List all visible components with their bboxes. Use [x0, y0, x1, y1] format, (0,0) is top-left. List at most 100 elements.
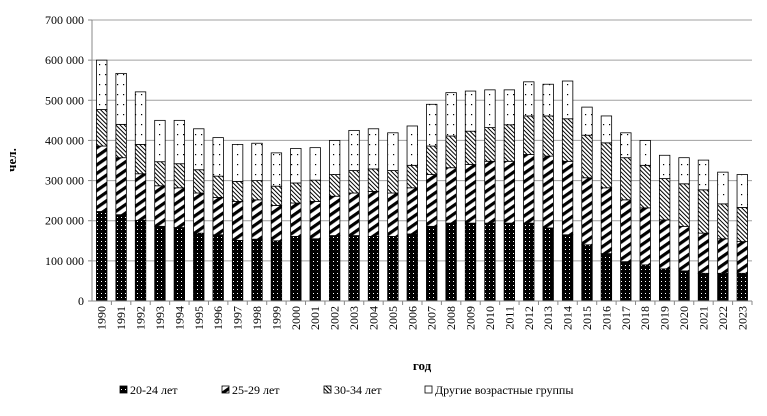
x-tick-label: 1996: [211, 306, 225, 330]
bar-segment-1: [270, 240, 283, 302]
y-tick-label: 0: [78, 294, 84, 308]
bar-segment-3: [658, 178, 671, 221]
bar-segment-2: [503, 160, 516, 224]
legend-item: 20-24 лет: [119, 383, 178, 397]
bar-segment-4: [658, 154, 671, 179]
x-tick-label: 2004: [366, 306, 380, 330]
bar-segment-3: [717, 203, 729, 240]
x-tick-label: 2017: [619, 306, 633, 330]
bar-segment-1: [464, 222, 477, 302]
bar-segment-2: [426, 174, 438, 227]
bar-segment-1: [212, 234, 224, 302]
bar-segment-3: [134, 144, 147, 175]
bar-segment-4: [193, 128, 205, 171]
bar-segment-1: [736, 272, 748, 302]
bar-segment-4: [173, 119, 186, 165]
x-tick-label: 2000: [289, 306, 303, 330]
bar-segment-3: [561, 118, 574, 162]
legend-swatch: [221, 385, 230, 394]
bar-segment-2: [542, 155, 554, 229]
x-axis-label: год: [413, 358, 432, 373]
x-tick-label: 1992: [134, 306, 148, 330]
bar-segment-4: [620, 132, 632, 159]
y-tick-label: 700 000: [45, 13, 84, 27]
x-tick-label: 2011: [502, 306, 516, 330]
x-tick-label: 2021: [696, 306, 710, 330]
bar-segment-2: [736, 241, 748, 274]
x-tick-label: 2003: [347, 306, 361, 330]
bar-segment-4: [406, 125, 418, 166]
bar-segment-2: [620, 199, 632, 263]
x-tick-label: 1995: [192, 306, 206, 330]
bar-segment-2: [328, 195, 341, 236]
x-tick-label: 2016: [599, 306, 613, 330]
bar-segment-3: [484, 127, 496, 162]
x-tick-label: 1999: [269, 306, 283, 330]
bar-segment-2: [251, 199, 263, 240]
x-tick-label: 2008: [444, 306, 458, 330]
bar-segment-2: [600, 187, 613, 255]
bar-segment-4: [115, 72, 127, 125]
x-tick-label: 2002: [328, 306, 342, 330]
bar-segment-1: [523, 222, 535, 302]
bar-segment-1: [658, 268, 671, 302]
bar-segment-1: [193, 232, 205, 302]
bar-segment-2: [367, 191, 380, 237]
bar-segment-1: [406, 233, 418, 302]
bar-segment-2: [561, 160, 574, 236]
x-tick-label: 2012: [522, 306, 536, 330]
bar-segment-4: [134, 91, 147, 145]
x-tick-label: 2018: [638, 306, 652, 330]
bar-segment-1: [115, 214, 127, 302]
bar-segment-4: [426, 103, 438, 147]
bars: [96, 59, 748, 302]
bar-segment-2: [212, 197, 224, 236]
bar-segment-1: [251, 238, 263, 302]
bar-segment-2: [678, 225, 690, 272]
bar-segment-3: [328, 174, 341, 197]
x-tick-label: 2006: [405, 306, 419, 330]
bar-segment-4: [445, 92, 457, 137]
x-tick-label: 1990: [95, 306, 109, 330]
bar-segment-4: [251, 142, 263, 181]
bar-segment-3: [464, 130, 477, 165]
bar-segment-2: [406, 187, 418, 235]
bar-segment-1: [96, 211, 108, 302]
bar-segment-2: [484, 160, 496, 224]
bar-segment-3: [96, 109, 108, 147]
x-tick-label: 1991: [114, 306, 128, 330]
bar-segment-4: [736, 174, 748, 208]
bar-segment-4: [523, 81, 535, 117]
bar-segment-2: [154, 185, 166, 227]
bar-segment-3: [348, 170, 360, 194]
legend-item: 30-34 лет: [323, 383, 382, 397]
bar-segment-3: [581, 134, 593, 179]
x-tick-label: 1994: [172, 306, 186, 330]
legend-label: 20-24 лет: [130, 383, 178, 397]
bar-segment-1: [154, 225, 166, 302]
x-tick-label: 2015: [580, 306, 594, 330]
bar-segment-4: [717, 171, 729, 205]
legend-item: Другие возрастные группы: [424, 383, 573, 397]
bar-segment-2: [270, 205, 283, 242]
y-axis-ticks: 0 100 000 200 000 300 000 400 000 500 000 600 …: [45, 13, 92, 308]
bar-segment-1: [484, 222, 496, 302]
x-tick-label: 1993: [153, 306, 167, 330]
legend-swatch: [119, 385, 128, 394]
bar-segment-2: [134, 173, 147, 221]
bar-segment-1: [387, 235, 399, 302]
bar-segment-3: [290, 182, 302, 204]
x-tick-label: 2022: [716, 306, 730, 330]
legend-label: 25-29 лет: [232, 383, 280, 397]
bar-segment-4: [367, 128, 380, 170]
x-tick-label: 2023: [735, 306, 749, 330]
bar-segment-2: [387, 192, 399, 237]
bar-segment-3: [697, 189, 710, 234]
bar-segment-4: [639, 140, 651, 166]
legend: 20-24 лет 25-29 лет 30-34 лет Другие возрас…: [119, 383, 573, 397]
bar-segment-3: [173, 163, 186, 189]
bar-segment-4: [581, 106, 593, 136]
bar-segment-3: [406, 164, 418, 189]
x-axis-ticks: 1990 1991 1992 1993 1994 1995 1996 1997 1998 1999…: [95, 301, 753, 330]
